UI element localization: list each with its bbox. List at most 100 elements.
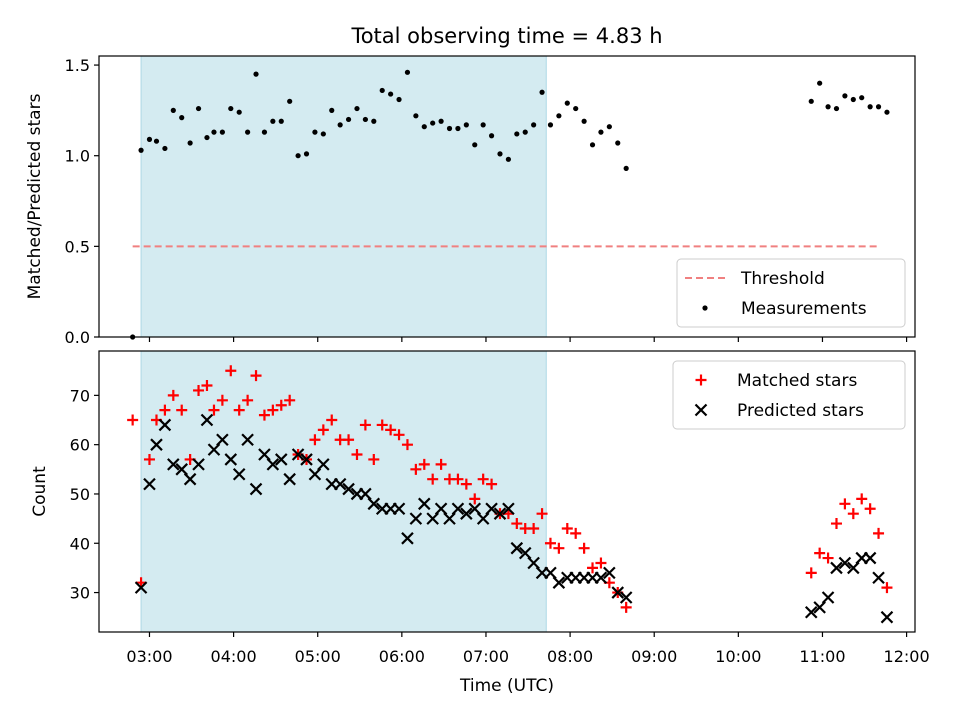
legend-label: Measurements [741,299,867,319]
data-point [300,453,313,466]
data-point [219,129,225,135]
data-point [477,473,489,485]
data-point [570,527,582,539]
data-point [469,493,481,505]
data-point [531,122,537,128]
data-point [170,107,176,113]
data-point [805,567,817,579]
data-point [278,118,284,124]
x-tick-label: 12:00 [884,647,930,666]
x-tick-label: 10:00 [715,647,761,666]
data-point [497,151,503,157]
data-point [287,98,293,104]
y-axis-label: Matched/Predicted stars [25,93,45,299]
legend-measurement-swatch [702,305,708,311]
data-point [839,498,851,510]
data-point [187,140,193,146]
data-point [393,429,405,441]
data-point [249,482,263,496]
y-tick-label: 1.0 [65,147,90,166]
data-point [552,576,566,589]
data-point [556,113,562,119]
series-predicted-stars [134,413,894,624]
data-point [544,537,556,549]
y-tick-label: 40 [70,534,90,553]
x-tick-label: 11:00 [799,647,845,666]
data-point [242,394,254,406]
data-point [376,419,388,431]
data-point [510,541,524,555]
data-point [486,478,498,490]
data-point [480,122,486,128]
data-point [804,606,818,619]
legend-label: Threshold [740,269,825,289]
data-point [822,552,834,564]
data-point [615,140,621,146]
data-point [250,370,262,382]
data-point [817,80,823,86]
x-tick-label: 03:00 [126,647,172,666]
data-point [564,100,570,106]
data-point [283,472,296,486]
data-point [884,109,890,115]
data-point [401,532,414,545]
data-point [460,478,472,490]
data-point [153,138,160,144]
legend: Threshold Measurements [676,258,906,328]
data-point [134,581,148,594]
data-point [514,131,520,137]
data-point [620,601,632,613]
y-tick-label: 70 [70,386,90,405]
data-point [204,134,210,141]
data-point [138,147,144,153]
data-point [472,142,478,148]
data-point [859,95,865,101]
legend-label: Matched stars [737,371,857,391]
data-point [146,136,153,142]
legend-predicted-stars: Predicted stars [694,401,864,421]
data-point [303,151,310,157]
x-axis-label: Time (UTC) [459,676,554,696]
data-point [396,96,402,103]
data-point [228,105,234,112]
data-point [418,458,430,470]
data-point [493,507,507,520]
data-point [329,107,335,113]
data-point [179,115,185,121]
data-point [418,497,431,511]
data-point [446,125,453,132]
data-point [880,610,894,624]
data-point [850,96,856,103]
data-point [284,394,296,406]
data-point [192,458,205,471]
data-point [351,449,363,461]
data-point [460,507,473,520]
data-point [159,404,171,416]
legend-box [672,360,906,430]
x-tick-label: 04:00 [211,647,257,666]
legend-box [676,258,906,328]
data-point [200,413,214,427]
x-tick-label: 09:00 [631,647,677,666]
data-point [528,522,540,534]
data-point [193,384,205,396]
data-point [368,453,380,465]
y-axis-label: Count [30,466,50,517]
data-point [589,142,596,148]
data-point [522,129,528,135]
data-point [162,145,168,152]
data-point [167,458,180,471]
data-point [245,129,251,135]
data-point [488,133,495,139]
axes-frame [98,350,916,633]
data-point [317,458,330,471]
data-point [435,458,447,470]
legend-matched-stars: Matched stars [695,371,857,391]
data-point [216,394,228,406]
data-point [195,105,202,112]
legend: Matched stars Predicted stars [672,360,906,430]
legend-label: Predicted stars [737,401,864,421]
data-point [309,434,321,446]
data-point [873,527,885,539]
